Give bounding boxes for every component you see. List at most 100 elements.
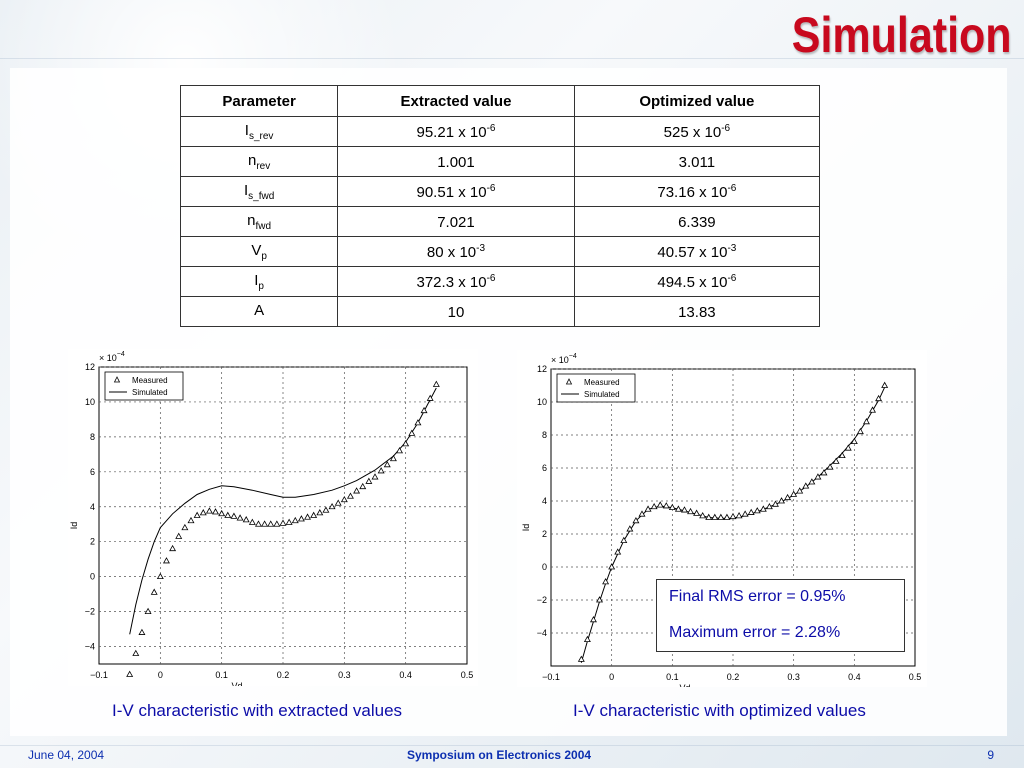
extracted-value-cell: 80 x 10-3 xyxy=(337,236,575,267)
measured-point xyxy=(850,437,858,444)
measured-point xyxy=(862,417,870,425)
measured-point xyxy=(181,523,189,531)
measured-point xyxy=(205,507,213,514)
x-tick-label: 0.2 xyxy=(727,672,740,682)
measured-point xyxy=(353,487,361,494)
extracted-value-cell-value: 10 xyxy=(447,303,465,321)
parameter-cell-value: A xyxy=(254,301,265,319)
y-multiplier-exponent: −4 xyxy=(117,351,125,358)
y-tick-label: 10 xyxy=(85,397,95,407)
measured-point xyxy=(310,511,318,518)
y-multiplier-label: × 10−4 xyxy=(551,353,577,365)
measured-point xyxy=(402,440,410,447)
x-tick-label: 0.1 xyxy=(666,672,679,682)
y-tick-label: 10 xyxy=(537,397,547,407)
y-axis-label: Id xyxy=(521,524,531,532)
y-tick-label: 6 xyxy=(90,467,95,477)
legend-box xyxy=(556,373,636,403)
optimized-value-cell: 40.57 x 10-3 xyxy=(573,236,821,267)
measured-point xyxy=(230,512,238,519)
measured-point xyxy=(747,508,755,515)
parameter-cell-subscript: fwd xyxy=(255,220,272,232)
measured-point xyxy=(267,520,275,527)
measured-point xyxy=(662,502,670,509)
extracted-value-cell: 1.001 xyxy=(337,146,575,177)
measured-point xyxy=(156,572,164,580)
measured-point xyxy=(187,516,195,524)
table-row: Ip 372.3 x 10-6 494.5 x 10-6 xyxy=(179,266,821,297)
measured-point xyxy=(316,509,324,516)
x-tick-label: 0.3 xyxy=(338,670,351,680)
measured-point xyxy=(420,406,428,414)
table-header-row: Parameter Extracted value Optimized valu… xyxy=(179,85,821,117)
y-tick-label: 4 xyxy=(542,496,547,506)
x-tick-label: 0.5 xyxy=(909,672,922,682)
measured-point xyxy=(334,499,342,506)
legend-measured-label: Measured xyxy=(584,378,620,387)
table-row: nrev 1.001 3.011 xyxy=(179,146,821,177)
measured-point xyxy=(687,507,695,515)
parameter-cell-value: I xyxy=(243,181,249,199)
measured-point xyxy=(162,557,170,564)
x-axis-label: Vd xyxy=(231,681,242,686)
measured-point xyxy=(723,513,731,520)
y-multiplier-label: × 10−4 xyxy=(99,351,125,363)
optimized-value-cell-value: 73.16 x 10 xyxy=(657,183,728,201)
measured-point xyxy=(717,513,725,520)
measured-point xyxy=(753,507,761,514)
extracted-value-cell: 372.3 x 10-6 xyxy=(337,266,575,297)
measured-point xyxy=(759,505,767,512)
extracted-value-cell-value: 95.21 x 10 xyxy=(416,123,487,141)
max-error-text: Maximum error = 2.28% xyxy=(669,624,841,641)
y-tick-label: −2 xyxy=(537,595,547,605)
y-tick-label: −2 xyxy=(85,607,95,617)
column-header: Optimized value xyxy=(573,85,821,117)
measured-point xyxy=(656,501,664,508)
extracted-value-cell-value: 1.001 xyxy=(437,153,475,171)
y-tick-label: 0 xyxy=(542,562,547,572)
parameter-cell: nfwd xyxy=(179,206,339,237)
y-tick-label: 8 xyxy=(90,432,95,442)
measured-point xyxy=(705,513,713,520)
measured-point xyxy=(626,525,634,532)
measured-point xyxy=(132,649,140,656)
x-tick-label: 0.2 xyxy=(277,670,290,680)
legend-simulated-label: Simulated xyxy=(584,390,620,399)
parameter-table: Parameter Extracted value Optimized valu… xyxy=(179,85,821,327)
y-tick-label: −4 xyxy=(537,628,547,638)
measured-point xyxy=(778,497,786,504)
x-tick-label: 0.3 xyxy=(787,672,800,682)
optimized-value-cell-exponent: -6 xyxy=(727,182,737,194)
measured-point xyxy=(377,467,385,474)
optimized-value-cell: 6.339 xyxy=(573,206,821,237)
optimized-value-cell-value: 40.57 x 10 xyxy=(657,243,728,261)
extracted-value-cell-exponent: -6 xyxy=(486,272,496,284)
measured-point xyxy=(699,512,707,519)
parameter-cell-subscript: p xyxy=(261,250,267,262)
rms-error-text: Final RMS error = 0.95% xyxy=(669,588,846,605)
parameter-cell-subscript: s_rev xyxy=(248,130,274,142)
measured-point xyxy=(784,493,792,501)
measured-point xyxy=(771,500,779,507)
measured-point xyxy=(304,513,312,520)
extracted-value-cell-value: 372.3 x 10 xyxy=(416,273,487,291)
measured-point xyxy=(802,482,810,489)
table-row: Is_rev 95.21 x 10-6 525 x 10-6 xyxy=(179,116,821,147)
measured-point xyxy=(242,516,250,523)
measured-point xyxy=(383,461,391,468)
measured-point xyxy=(169,544,177,552)
measured-point xyxy=(638,510,646,517)
optimized-value-cell-value: 525 x 10 xyxy=(663,123,722,141)
extracted-value-cell-exponent: -6 xyxy=(486,182,496,194)
measured-point xyxy=(279,519,287,526)
measured-point xyxy=(359,482,367,490)
measured-point xyxy=(426,394,434,401)
legend-measured-marker xyxy=(565,378,573,385)
measured-point xyxy=(273,520,281,527)
optimized-value-cell-value: 6.339 xyxy=(678,213,716,231)
table-row: Is_fwd 90.51 x 10-6 73.16 x 10-6 xyxy=(179,176,821,207)
measured-point xyxy=(297,515,305,522)
measured-point xyxy=(820,469,828,476)
measured-point xyxy=(711,513,719,520)
